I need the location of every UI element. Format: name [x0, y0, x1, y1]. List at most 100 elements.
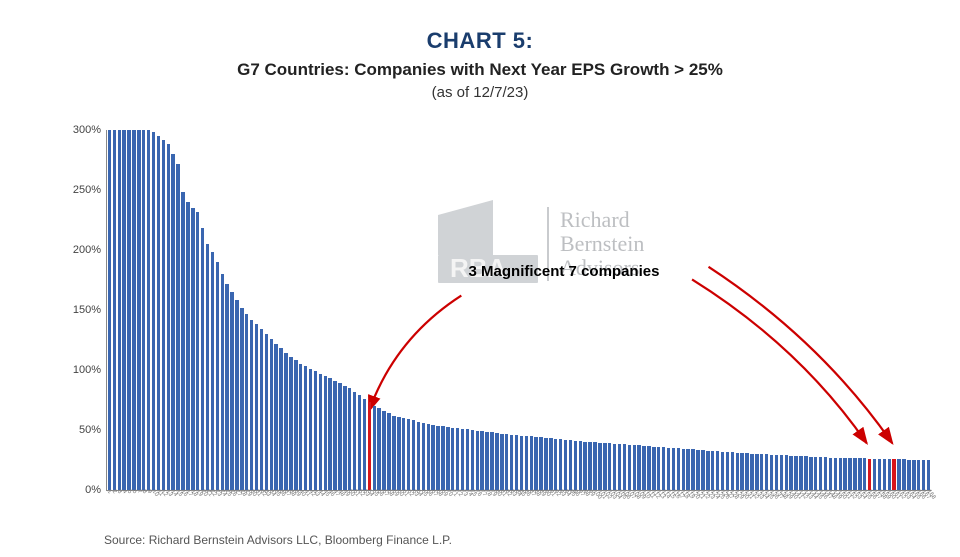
bar [775, 455, 778, 490]
bar [510, 435, 513, 490]
bar [642, 446, 645, 490]
bar [132, 130, 135, 490]
bar [829, 458, 832, 490]
bar-highlight [892, 459, 895, 490]
bar [888, 459, 891, 490]
bar [804, 456, 807, 490]
bar [711, 451, 714, 490]
bar [750, 454, 753, 490]
bar [255, 324, 258, 490]
bar [476, 431, 479, 490]
y-axis-tick: 50% [79, 424, 107, 436]
bar [137, 130, 140, 490]
bar [230, 292, 233, 490]
bar [108, 130, 111, 490]
bar [471, 430, 474, 490]
bar [603, 443, 606, 490]
bar [858, 458, 861, 490]
bar [515, 435, 518, 490]
bar [279, 348, 282, 490]
chart-container: RBA Richard Bernstein Advisors 0%50%100%… [70, 130, 930, 510]
bar [333, 381, 336, 490]
svg-text:Bernstein: Bernstein [560, 231, 644, 256]
bar [657, 447, 660, 490]
bar [897, 459, 900, 490]
bar [206, 244, 209, 490]
bar [221, 274, 224, 490]
bar [618, 444, 621, 490]
bar [520, 436, 523, 490]
chart-number: CHART 5: [0, 28, 960, 54]
bar [363, 399, 366, 490]
bar [294, 360, 297, 490]
bar [637, 445, 640, 490]
bar [525, 436, 528, 490]
bar [814, 457, 817, 490]
bar [613, 444, 616, 490]
bar [127, 130, 130, 490]
bar [113, 130, 116, 490]
bar [593, 442, 596, 490]
bar [554, 439, 557, 490]
bar [907, 460, 910, 490]
bar [588, 442, 591, 490]
bar [191, 208, 194, 490]
bar [740, 453, 743, 490]
bar [848, 458, 851, 490]
y-axis-tick: 300% [73, 124, 107, 136]
bar [726, 452, 729, 490]
bar [873, 459, 876, 490]
bar [265, 334, 268, 490]
bar [677, 448, 680, 490]
bar [696, 450, 699, 490]
bar [809, 457, 812, 490]
bar [770, 455, 773, 490]
bar [397, 417, 400, 490]
bar [691, 449, 694, 490]
bar-highlight [368, 402, 371, 490]
bar [142, 130, 145, 490]
bar [402, 418, 405, 490]
bar [534, 437, 537, 490]
bar [731, 452, 734, 490]
bar [598, 443, 601, 490]
bar [853, 458, 856, 490]
bar [328, 378, 331, 490]
bar [382, 411, 385, 490]
bar [819, 457, 822, 490]
bar [122, 130, 125, 490]
bar [387, 413, 390, 490]
bar [745, 453, 748, 490]
bar [274, 344, 277, 490]
bar [716, 451, 719, 490]
svg-text:Richard: Richard [560, 207, 630, 232]
bar [358, 395, 361, 490]
bar [922, 460, 925, 490]
bar [343, 386, 346, 490]
bar [500, 434, 503, 490]
bar [162, 140, 165, 490]
bar [431, 425, 434, 490]
bar [422, 423, 425, 490]
bar [843, 458, 846, 490]
bar [186, 202, 189, 490]
bar [682, 449, 685, 490]
bar [564, 440, 567, 490]
bar [794, 456, 797, 490]
chart-plot-area: RBA Richard Bernstein Advisors 0%50%100%… [106, 130, 931, 491]
bar [912, 460, 915, 490]
bar [240, 308, 243, 490]
bar [211, 252, 214, 490]
bar [579, 441, 582, 490]
bar [417, 422, 420, 490]
bar [721, 452, 724, 490]
bar [760, 454, 763, 490]
bar [927, 460, 930, 490]
bar [250, 320, 253, 490]
bar [485, 432, 488, 490]
bar [284, 353, 287, 490]
bar [569, 440, 572, 490]
bar [824, 457, 827, 490]
bar [196, 212, 199, 490]
bar [216, 262, 219, 490]
